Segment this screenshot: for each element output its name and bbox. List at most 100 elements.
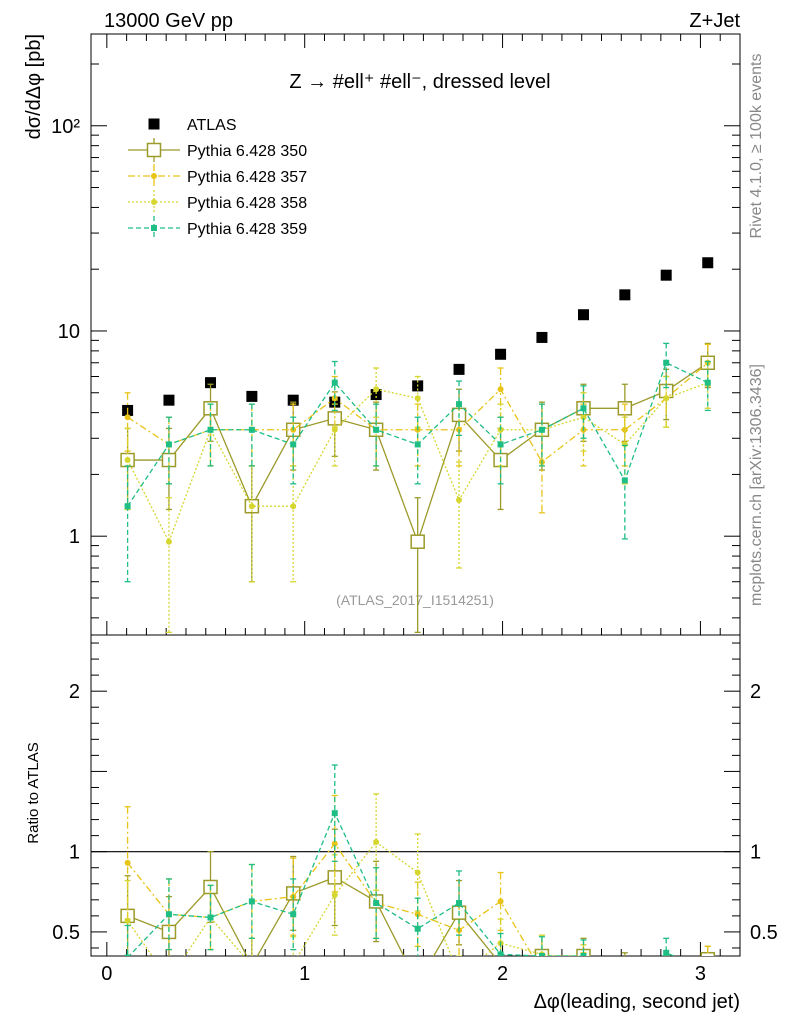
- ratio-point-p357: [331, 840, 338, 847]
- ratio-point-p350: [660, 962, 673, 975]
- main-point-p358: [124, 457, 131, 464]
- main-point-p359: [580, 405, 587, 412]
- x-tick-label: 0: [101, 963, 112, 985]
- ratio-y-tick-label-right: 0.5: [750, 922, 778, 944]
- plot-title: Z → #ell⁺ #ell⁻, dressed level: [289, 71, 550, 93]
- ratio-point-p358: [166, 977, 172, 983]
- ratio-line-p359: [128, 811, 676, 956]
- watermark: (ATLAS_2017_I1514251): [336, 592, 494, 608]
- ratio-point-p359: [414, 925, 421, 932]
- ratio-point-p358: [373, 839, 380, 846]
- ratio-point-p359: [497, 951, 504, 956]
- main-point-data: [370, 389, 382, 401]
- legend-label-p359: Pythia 6.428 359: [187, 221, 307, 238]
- ratio-point-p359: [663, 949, 670, 956]
- main-point-data: [287, 394, 299, 406]
- main-point-data: [660, 269, 672, 281]
- main-point-p358: [373, 386, 380, 393]
- y-tick-label: 10: [58, 321, 80, 343]
- ratio-point-p358: [456, 972, 462, 978]
- y-tick-label: 1: [69, 526, 80, 548]
- main-series-group: [120, 257, 715, 633]
- y-tick-label: 10²: [51, 116, 80, 138]
- ratio-point-p357: [580, 964, 586, 970]
- main-point-p359: [373, 426, 380, 433]
- ratio-y-tick-label-left: 2: [69, 681, 80, 703]
- ratio-y-tick-label-left: 1: [69, 842, 80, 864]
- ratio-point-p350: [618, 961, 631, 974]
- main-point-p359: [290, 441, 297, 448]
- header-left: 13000 GeV pp: [104, 10, 233, 32]
- ratio-point-p358: [663, 969, 669, 975]
- ratio-point-p350: [411, 977, 424, 990]
- ratio-point-p359: [207, 914, 214, 921]
- legend-label-p350: Pythia 6.428 350: [187, 143, 307, 160]
- main-point-data: [577, 309, 589, 321]
- ratio-point-p359: [580, 953, 587, 956]
- ratio-y-axis-label: Ratio to ATLAS: [25, 742, 42, 843]
- ratio-y-tick-label-right: 2: [750, 681, 761, 703]
- ratio-point-p359: [290, 911, 297, 918]
- main-point-data: [205, 377, 217, 389]
- main-point-data: [536, 331, 548, 343]
- header-right: Z+Jet: [689, 10, 740, 32]
- legend-marker-data: [148, 118, 160, 130]
- ratio-point-p358: [249, 963, 255, 969]
- main-point-p359: [497, 441, 504, 448]
- ratio-point-p359: [124, 954, 131, 956]
- ratio-point-p358: [414, 869, 421, 876]
- main-point-data: [619, 289, 631, 301]
- legend-marker-p359: [151, 225, 157, 231]
- ratio-point-p358: [124, 917, 131, 924]
- main-point-p357: [124, 414, 131, 421]
- ratio-line-p350: [127, 876, 586, 956]
- y-axis-label: dσ/dΔφ [pb]: [23, 34, 45, 139]
- main-point-p359: [124, 503, 131, 510]
- main-point-p358: [580, 414, 587, 421]
- main-point-p358: [165, 538, 172, 545]
- x-tick-label: 3: [695, 963, 706, 985]
- ratio-y-tick-label-left: 0.5: [52, 922, 80, 944]
- ratio-point-p359: [331, 810, 338, 817]
- ratio-series-group: [120, 764, 715, 990]
- ratio-point-p357: [705, 956, 711, 962]
- main-point-p359: [414, 441, 421, 448]
- vertical-label-rivet: Rivet 4.1.0, ≥ 100k events: [748, 54, 765, 239]
- main-point-p359: [663, 359, 670, 366]
- main-point-p358: [331, 426, 338, 433]
- main-point-p359: [621, 477, 628, 484]
- main-point-p358: [414, 395, 421, 402]
- ratio-point-p358: [580, 958, 586, 964]
- ratio-line-p358: [127, 841, 557, 956]
- main-point-p358: [290, 503, 297, 510]
- main-point-p350: [410, 534, 425, 549]
- x-tick-label: 2: [497, 963, 508, 985]
- main-point-p359: [165, 441, 172, 448]
- ratio-point-p357: [539, 969, 545, 975]
- ratio-point-p357: [663, 969, 669, 975]
- main-point-p359: [538, 426, 545, 433]
- axis-ticks: 0 1 2 3 1 10 10² 0.5 0.5 1 1 2 2: [51, 34, 778, 985]
- legend: ATLAS Pythia 6.428 350 Pythia 6.428 357 Pyt…: [128, 117, 307, 240]
- main-series-p359: [124, 342, 711, 583]
- ratio-point-p359: [456, 900, 463, 907]
- ratio-point-p359: [248, 898, 255, 905]
- main-point-p358: [456, 497, 463, 504]
- ratio-point-p358: [331, 892, 338, 899]
- legend-label-p358: Pythia 6.428 358: [187, 195, 307, 212]
- main-point-data: [702, 257, 714, 269]
- ratio-point-p357: [124, 859, 131, 866]
- legend-marker-p350: [146, 142, 162, 158]
- ratio-point-p359: [373, 900, 380, 907]
- ratio-point-p359: [165, 911, 172, 918]
- main-point-data: [246, 390, 258, 402]
- legend-marker-p357: [151, 173, 157, 179]
- ratio-point-p357: [622, 974, 628, 980]
- ratio-series-p359: [124, 764, 676, 956]
- legend-label-data: ATLAS: [187, 117, 237, 134]
- x-axis-label: Δφ(leading, second jet): [534, 991, 740, 1013]
- main-point-p359: [456, 401, 463, 408]
- main-point-p359: [704, 379, 711, 386]
- legend-marker-p358: [151, 199, 157, 205]
